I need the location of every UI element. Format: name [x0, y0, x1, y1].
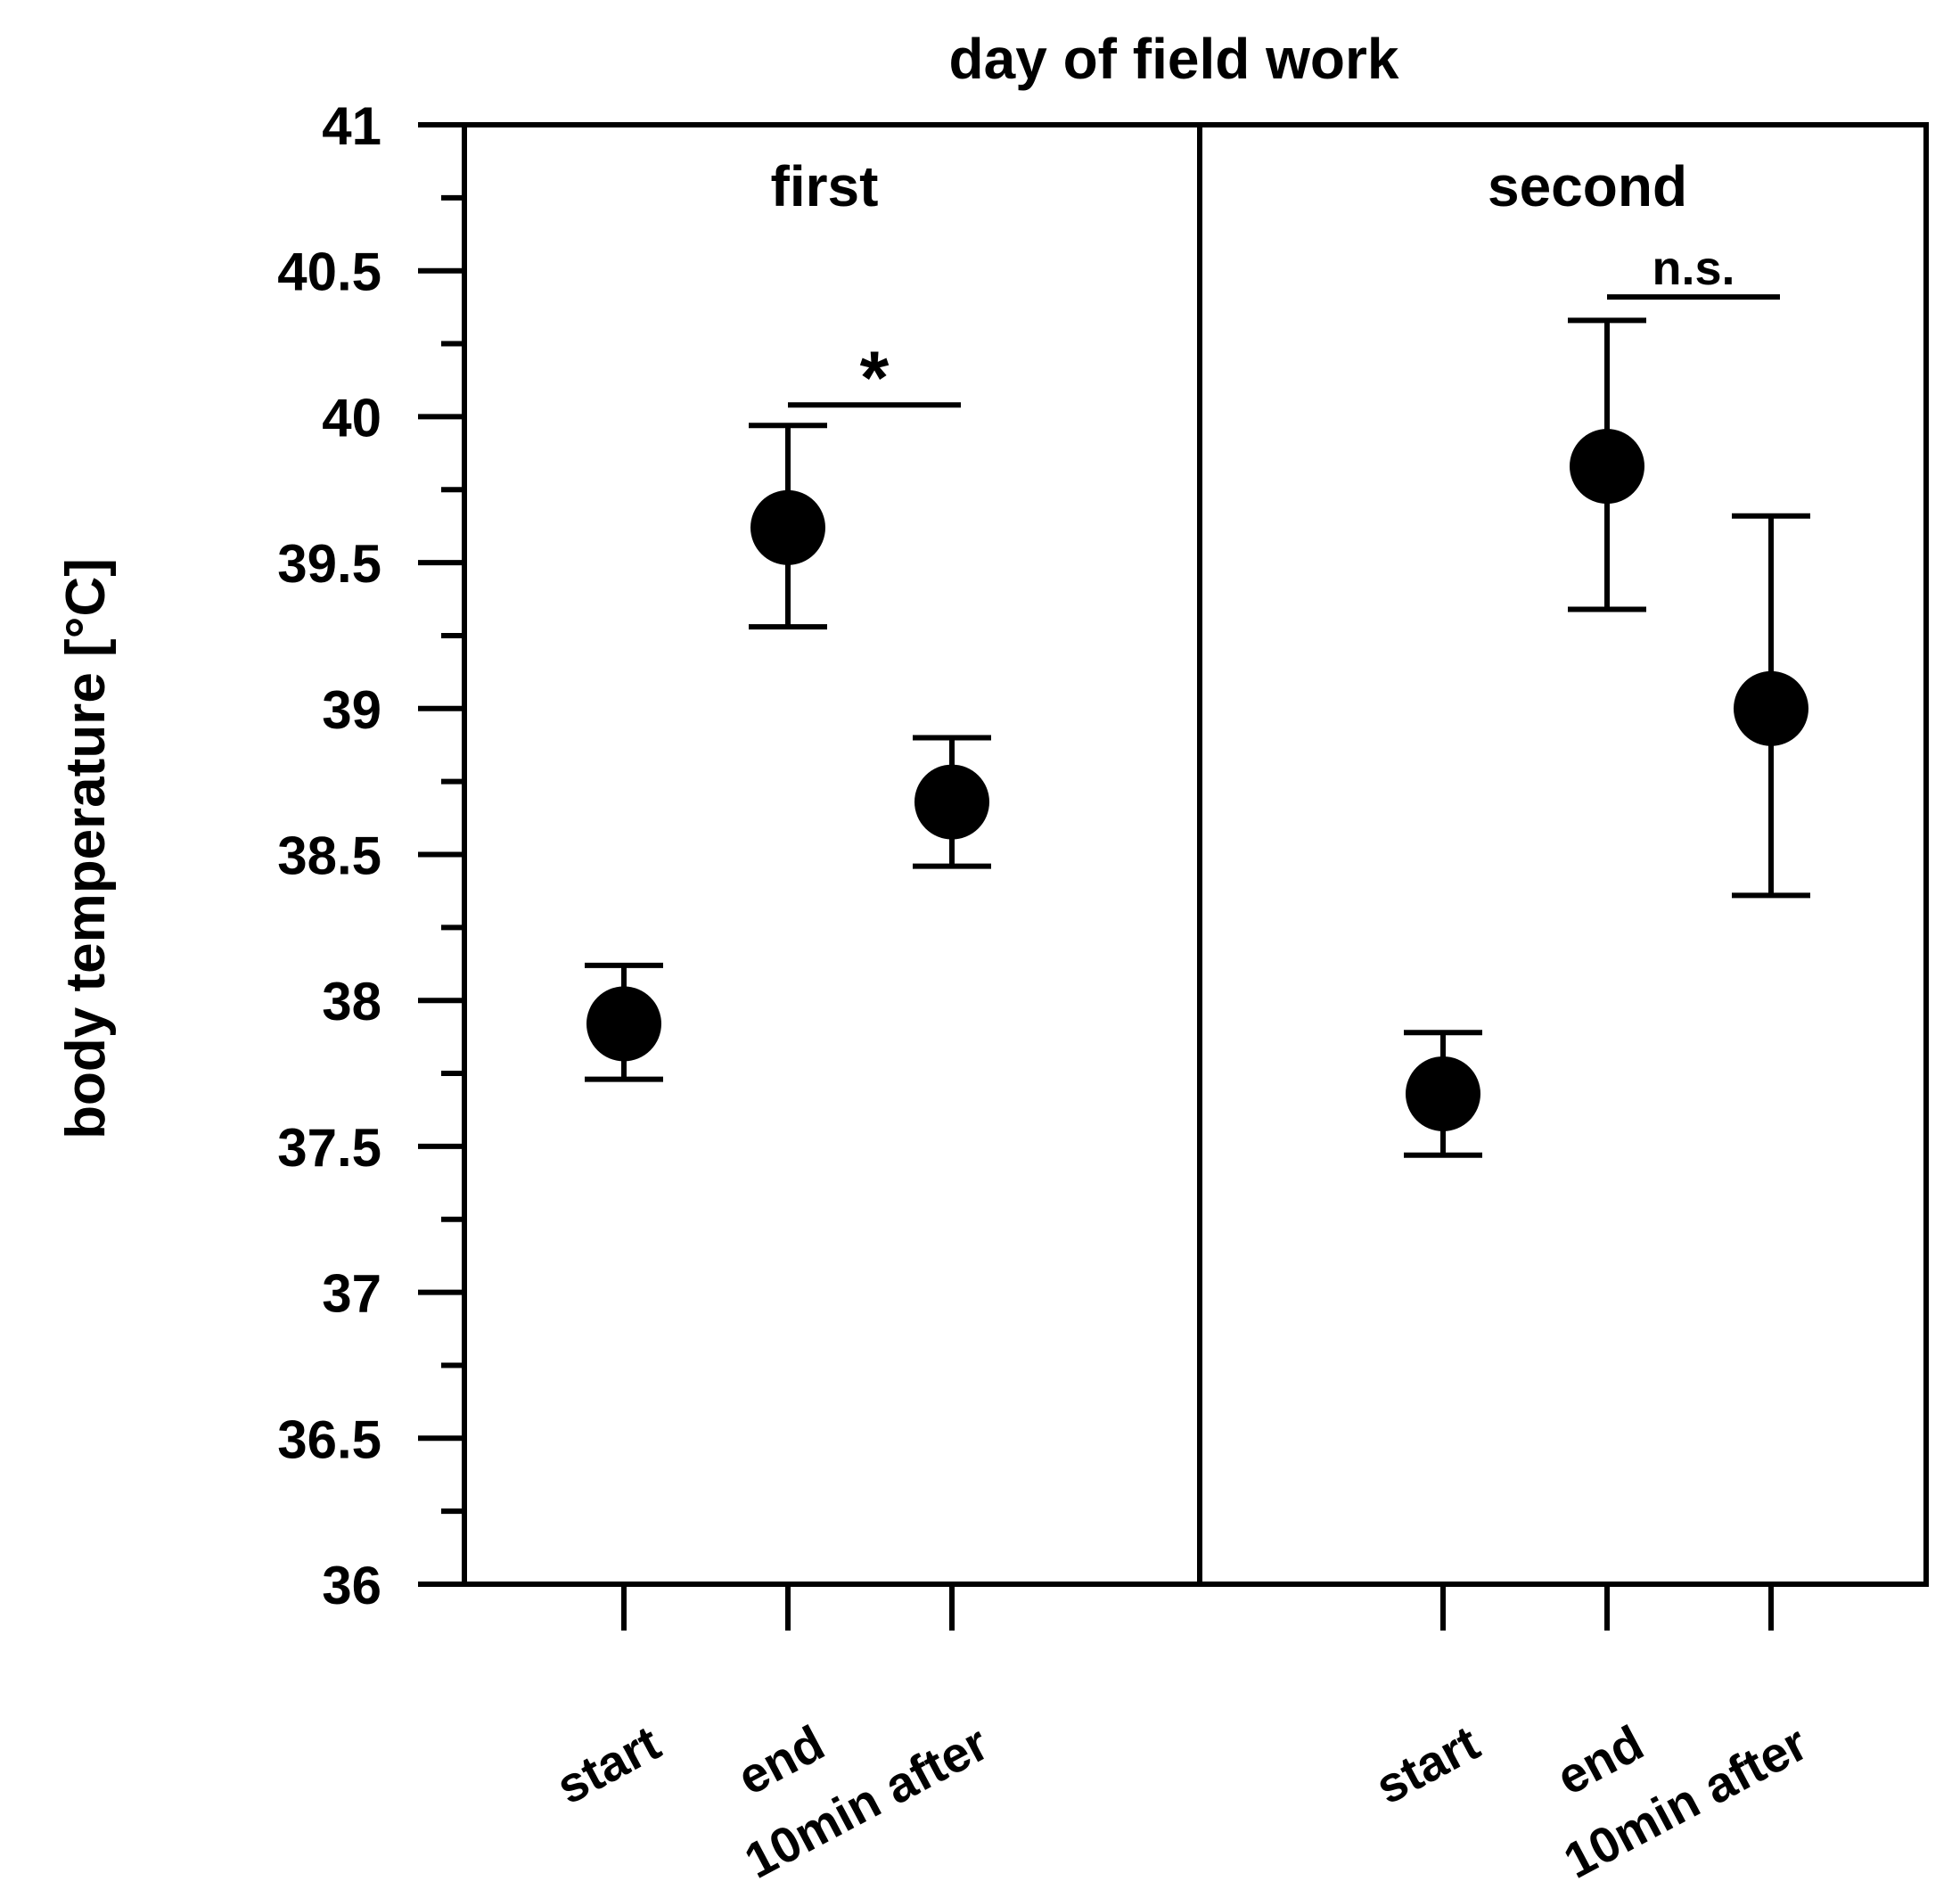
- data-point: [1734, 670, 1808, 746]
- x-tick-label: end: [728, 1714, 832, 1805]
- y-tick-label: 37: [322, 1264, 381, 1324]
- data-point: [1406, 1056, 1480, 1131]
- y-tick-label: 41: [322, 96, 381, 156]
- y-tick-label: 38.5: [277, 826, 381, 886]
- x-tick-label: start: [547, 1714, 669, 1815]
- chart-title: day of field work: [949, 27, 1399, 91]
- x-tick-label: start: [1366, 1714, 1488, 1815]
- y-tick-label: 37.5: [277, 1118, 381, 1178]
- y-axis-label: body temperature [°C]: [55, 558, 117, 1139]
- y-tick-label: 40.5: [277, 242, 381, 302]
- significance-label: *: [860, 335, 890, 419]
- significance-label: n.s.: [1652, 242, 1734, 295]
- data-point: [586, 986, 661, 1062]
- y-tick-label: 40: [322, 388, 381, 448]
- plot-frame: [462, 122, 1929, 1587]
- y-tick-label: 38: [322, 972, 381, 1031]
- panel-label: second: [1488, 154, 1687, 218]
- data-point: [914, 764, 989, 840]
- x-tick-label: end: [1547, 1714, 1652, 1805]
- y-tick-label: 36.5: [277, 1409, 381, 1469]
- y-tick-label: 36: [322, 1556, 381, 1615]
- panel-label: first: [771, 154, 879, 218]
- data-point: [1570, 429, 1644, 505]
- y-tick-label: 39: [322, 680, 381, 740]
- data-point: [750, 489, 825, 565]
- y-tick-label: 39.5: [277, 534, 381, 594]
